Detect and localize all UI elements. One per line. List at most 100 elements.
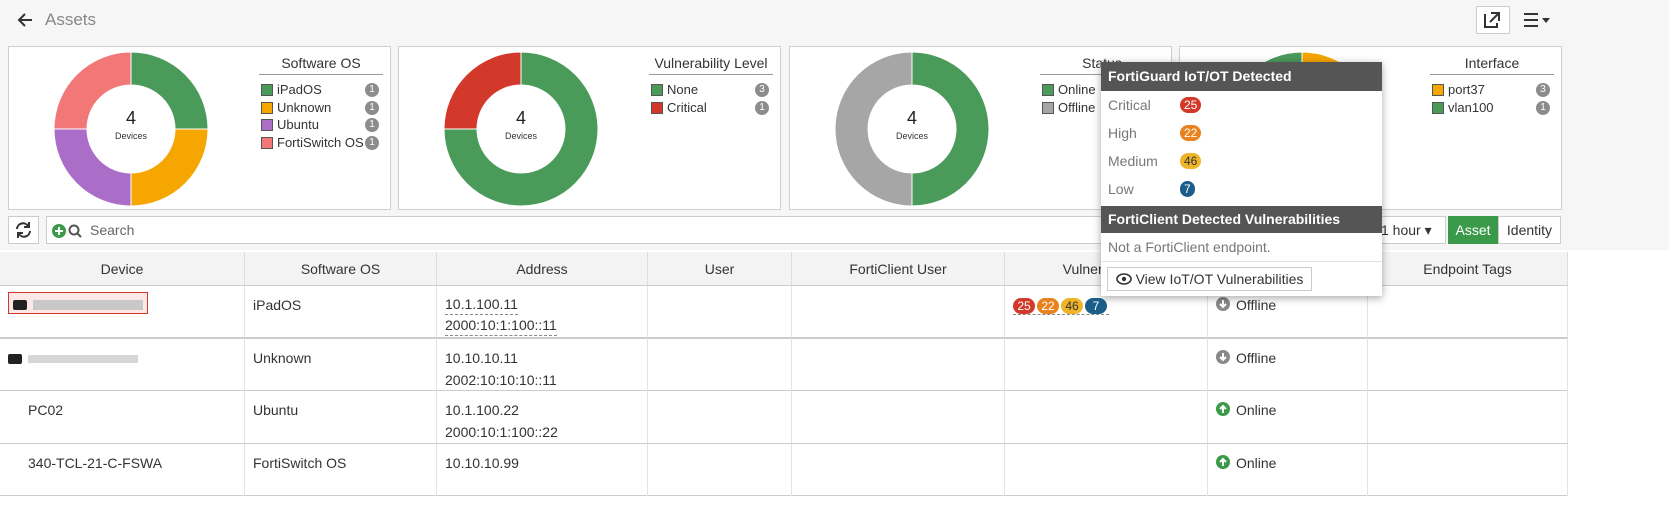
table-cell: Offline bbox=[1208, 286, 1368, 338]
donut-segment bbox=[834, 51, 913, 207]
donut-total: 4 bbox=[907, 108, 917, 128]
table-cell bbox=[792, 286, 1005, 338]
legend-swatch bbox=[261, 119, 273, 132]
back-button[interactable] bbox=[16, 11, 34, 29]
selected-device bbox=[8, 292, 148, 314]
software-os: Ubuntu bbox=[253, 402, 299, 418]
table-cell: iPadOS bbox=[245, 286, 437, 338]
vulnerability-badge[interactable]: 22 bbox=[1037, 298, 1059, 314]
eye-icon bbox=[1115, 273, 1132, 285]
donut-total: 4 bbox=[516, 108, 526, 128]
legend-title: Interface bbox=[1430, 55, 1554, 75]
severity-count: 25 bbox=[1180, 97, 1202, 113]
legend-swatch bbox=[261, 101, 273, 114]
donut-segment bbox=[130, 51, 209, 130]
legend-count: 1 bbox=[365, 100, 379, 115]
legend-count: 1 bbox=[365, 118, 379, 133]
device-icon bbox=[8, 353, 22, 364]
legend-swatch bbox=[1432, 101, 1444, 114]
refresh-button[interactable] bbox=[8, 216, 39, 244]
legend-swatch bbox=[1042, 101, 1054, 114]
severity-row: Critical 25 bbox=[1101, 91, 1382, 119]
page-title: Assets bbox=[45, 10, 97, 29]
table-cell: Online bbox=[1208, 443, 1368, 496]
donut-unit: Devices bbox=[505, 131, 538, 141]
popup-section-title: FortiClient Detected Vulnerabilities bbox=[1101, 206, 1382, 233]
table-cell bbox=[792, 443, 1005, 496]
legend-item: iPadOS 1 bbox=[259, 81, 383, 99]
legend-item: Critical 1 bbox=[649, 99, 773, 117]
legend-label: iPadOS bbox=[277, 82, 322, 97]
device-name: 340-TCL-21-C-FSWA bbox=[28, 454, 163, 471]
legend: Software OS iPadOS 1 Unknown 1 Ubuntu 1 FortiSw… bbox=[259, 55, 383, 151]
severity-label: Medium bbox=[1108, 153, 1158, 169]
severity-count: 22 bbox=[1180, 125, 1202, 141]
status-icon bbox=[1216, 454, 1230, 469]
asset-view-button[interactable]: Asset bbox=[1448, 216, 1498, 244]
software-os: FortiSwitch OS bbox=[253, 454, 347, 471]
address: 10.10.10.11 bbox=[445, 349, 518, 366]
legend-title: Vulnerability Level bbox=[649, 55, 773, 75]
address: 2002:10:10:10::11 bbox=[445, 371, 557, 388]
column-header: Address bbox=[437, 252, 648, 286]
status-arrow bbox=[1219, 404, 1227, 413]
table-cell bbox=[1368, 391, 1568, 443]
software-os: iPadOS bbox=[253, 297, 302, 313]
legend-item: Unknown 1 bbox=[259, 99, 383, 117]
legend-label: port37 bbox=[1448, 82, 1485, 97]
table-cell bbox=[0, 338, 245, 391]
status-arrow bbox=[1219, 300, 1227, 309]
legend-label: None bbox=[667, 82, 699, 97]
column-header: User bbox=[648, 252, 792, 286]
table-cell: Ubuntu bbox=[245, 391, 437, 443]
legend-swatch bbox=[1432, 84, 1444, 96]
legend: Vulnerability Level None 3 Critical 1 bbox=[649, 55, 773, 116]
table-cell: Offline bbox=[1208, 338, 1368, 391]
table-cell bbox=[1005, 391, 1208, 443]
status-arrow bbox=[1219, 457, 1227, 466]
severity-label: High bbox=[1108, 125, 1137, 141]
table-cell bbox=[1005, 443, 1208, 496]
legend-swatch bbox=[261, 84, 273, 96]
address: 2000:10:1:100::11 bbox=[445, 315, 557, 336]
vulnerability-popup: FortiGuard IoT/OT Detected Vulnerabiliti… bbox=[1101, 62, 1382, 296]
widget: 4 Devices Software OS iPadOS 1 Unknown 1 Ubuntu… bbox=[8, 46, 391, 210]
donut-unit: Devices bbox=[896, 131, 929, 141]
time-range-select[interactable]: 1 hour ▾ bbox=[1381, 217, 1443, 243]
menu-button[interactable] bbox=[1521, 10, 1555, 30]
search-icons bbox=[52, 224, 82, 238]
donut-unit: Devices bbox=[115, 131, 148, 141]
table-cell: Unknown bbox=[245, 338, 437, 391]
vulnerability-badge[interactable]: 7 bbox=[1085, 298, 1107, 314]
popup-title: FortiGuard IoT/OT Detected Vulnerabiliti… bbox=[1101, 62, 1382, 113]
legend-swatch bbox=[261, 136, 273, 149]
table-cell: FortiSwitch OS bbox=[245, 443, 437, 496]
table-cell bbox=[648, 391, 792, 443]
legend-item: FortiSwitch OS 1 bbox=[259, 134, 383, 152]
severity-row: High 22 bbox=[1101, 119, 1382, 147]
table-row bbox=[0, 339, 1568, 391]
table-cell bbox=[0, 286, 245, 338]
legend-count: 1 bbox=[1536, 100, 1550, 115]
identity-view-button[interactable]: Identity bbox=[1498, 216, 1561, 244]
legend-item: Ubuntu 1 bbox=[259, 116, 383, 134]
table-row bbox=[0, 286, 1568, 339]
table-cell bbox=[1368, 286, 1568, 338]
widget: 4 Devices Vulnerability Level None 3 Critical… bbox=[398, 46, 781, 210]
donut-segment bbox=[911, 51, 990, 207]
legend-item: None 3 bbox=[649, 81, 773, 99]
table-row bbox=[0, 444, 1568, 496]
donut-chart: 4 Devices bbox=[834, 51, 990, 207]
table-cell: PC02 bbox=[0, 391, 245, 443]
popup-section-text: Not a FortiClient endpoint. bbox=[1101, 233, 1382, 262]
vulnerability-badge[interactable]: 46 bbox=[1061, 298, 1083, 314]
open-external-button[interactable] bbox=[1476, 6, 1510, 34]
vulnerability-badge[interactable]: 25 bbox=[1013, 298, 1035, 314]
table-cell bbox=[648, 286, 792, 338]
donut-segment bbox=[443, 51, 522, 130]
legend-label: Critical bbox=[667, 99, 707, 115]
view-vulnerabilities-button[interactable]: View IoT/OT Vulnerabilities bbox=[1107, 267, 1312, 291]
table-cell bbox=[792, 391, 1005, 443]
donut-chart: 4 Devices bbox=[53, 51, 209, 207]
